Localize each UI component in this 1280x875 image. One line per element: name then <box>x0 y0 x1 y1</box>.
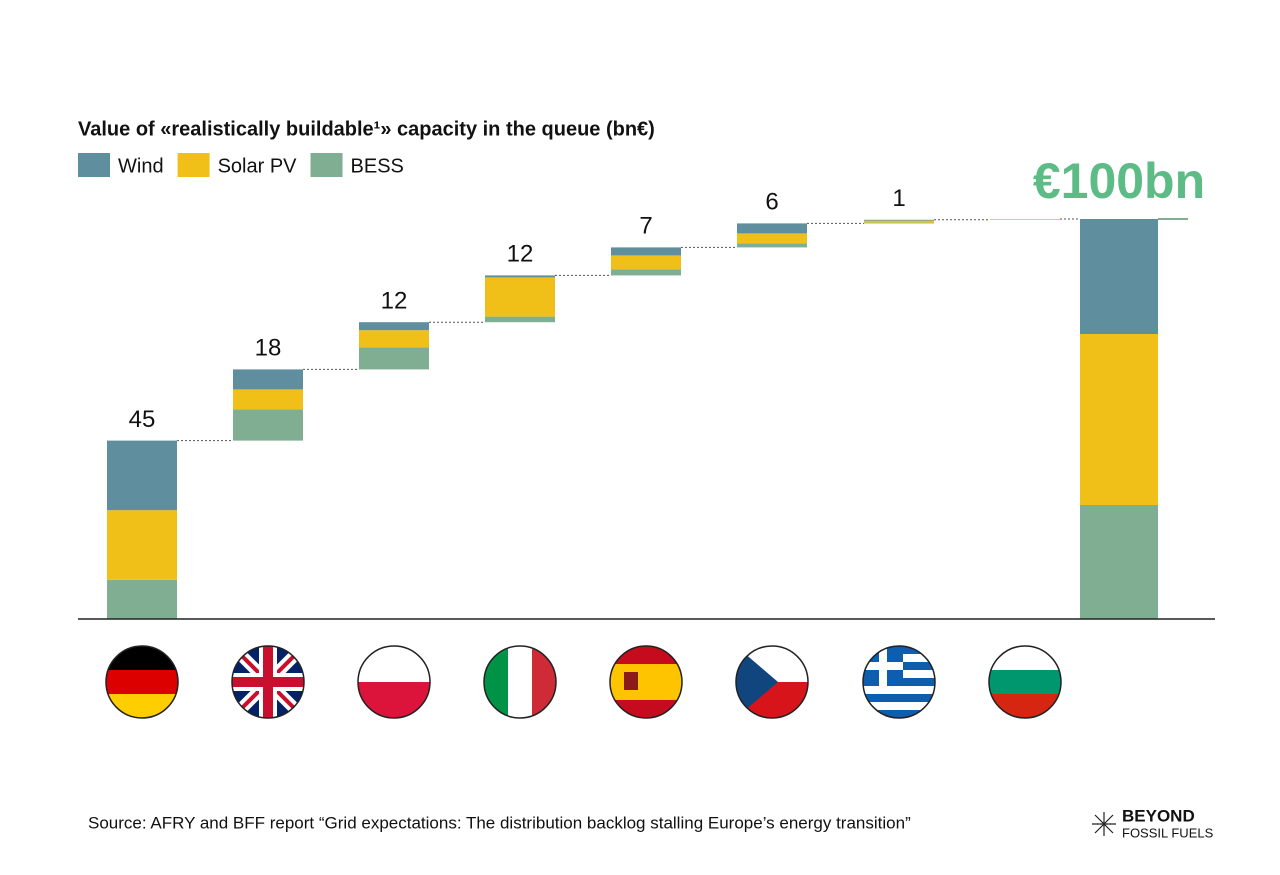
bar-segment <box>864 222 934 224</box>
bar-segment <box>1080 334 1158 505</box>
bar-segment <box>864 220 934 223</box>
total-label: 7 <box>639 213 652 240</box>
flag-part <box>106 670 178 695</box>
flag-part <box>532 646 556 718</box>
bar-segment <box>359 347 429 370</box>
bar-segment <box>233 409 303 441</box>
flag-part <box>508 646 533 718</box>
flag-part <box>624 672 638 690</box>
bar-segment <box>107 510 177 580</box>
legend-label: Wind <box>118 155 164 177</box>
flag-part <box>106 694 178 718</box>
legend-label: BESS <box>351 155 404 177</box>
total-label: €100bn <box>1033 153 1205 209</box>
bar-segment <box>737 243 807 248</box>
total-label: 18 <box>255 335 282 362</box>
flag-part <box>989 646 1061 671</box>
bar-segment <box>611 247 681 256</box>
bar-segment <box>611 255 681 270</box>
bar-segment <box>359 330 429 348</box>
logo-icon <box>1092 812 1116 836</box>
flag-border <box>988 645 1062 719</box>
bar-segment <box>485 277 555 317</box>
flag-border <box>483 645 557 719</box>
flag-part <box>232 646 304 718</box>
flag-part <box>863 694 935 702</box>
source-note: Source: AFRY and BFF report “Grid expect… <box>88 813 911 832</box>
chart-title: Value of «realistically buildable¹» capa… <box>78 118 655 140</box>
legend-label: Solar PV <box>218 155 298 177</box>
bar-segment <box>611 269 681 276</box>
total-label: 1 <box>892 185 905 212</box>
logo-text: FOSSIL FUELS <box>1122 825 1214 840</box>
flag-part <box>989 694 1061 718</box>
flag-part <box>610 664 682 700</box>
flag-border <box>862 645 936 719</box>
flag <box>232 646 304 718</box>
flag-part <box>736 646 778 718</box>
bar-segment <box>233 369 303 390</box>
bar-segment <box>1080 219 1158 334</box>
total-label: 12 <box>381 288 408 315</box>
flag-border <box>357 645 431 719</box>
total-label: 6 <box>765 189 778 216</box>
legend-swatch <box>78 153 110 177</box>
bar-segment <box>485 275 555 278</box>
flag-part <box>863 646 903 686</box>
flag-part <box>106 646 178 671</box>
bar-segment <box>107 440 177 511</box>
flag-part <box>863 686 935 694</box>
bar-segment <box>737 233 807 244</box>
flag-border <box>735 645 809 719</box>
bar-segment <box>1080 505 1158 619</box>
legend-swatch <box>177 153 210 177</box>
bar-segment <box>737 223 807 234</box>
logo-text: BEYOND <box>1122 806 1195 825</box>
flag-part <box>863 702 935 710</box>
bar-segment <box>864 219 934 221</box>
flag-border <box>105 645 179 719</box>
total-label: 45 <box>129 406 156 433</box>
flag-part <box>358 646 430 682</box>
flag <box>863 646 935 718</box>
bar-segment <box>233 389 303 410</box>
bar-segment <box>990 219 1060 220</box>
total-label: 12 <box>507 241 534 268</box>
flag-part <box>484 646 509 718</box>
legend-swatch <box>310 153 343 177</box>
flag-border <box>231 645 305 719</box>
flag <box>736 646 808 718</box>
bar-segment <box>359 322 429 331</box>
flag-part <box>989 670 1061 695</box>
flag-part <box>358 682 430 718</box>
flag-border <box>609 645 683 719</box>
bar-segment <box>107 579 177 619</box>
bar-segment <box>485 316 555 323</box>
flag <box>989 646 1061 718</box>
flag-part <box>863 710 935 718</box>
flag <box>610 646 682 718</box>
